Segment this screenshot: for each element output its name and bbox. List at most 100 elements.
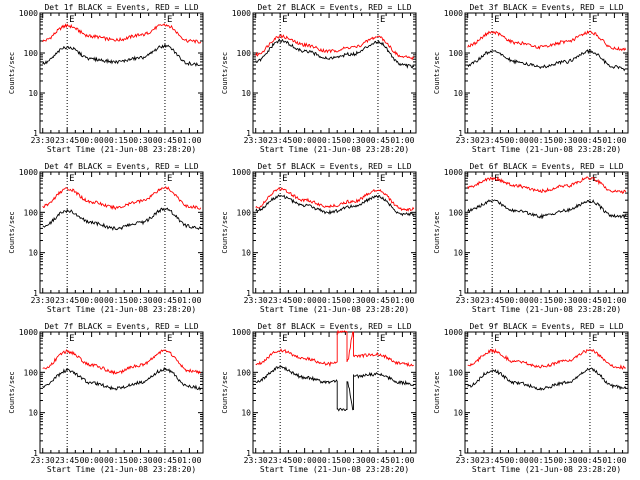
chart-title: Det 8f BLACK = Events, RED = LLD bbox=[257, 322, 411, 331]
event-marker-label: E bbox=[167, 174, 172, 184]
lld-series-line bbox=[467, 30, 627, 52]
x-axis-title: Start Time (21-Jun-08 23:28:20) bbox=[47, 305, 196, 314]
x-tick-label: 00:45 bbox=[578, 136, 602, 145]
events-series-line bbox=[467, 367, 627, 391]
events-series-line bbox=[42, 207, 202, 231]
x-tick-label: 00:30 bbox=[553, 136, 577, 145]
x-axis-title: Start Time (21-Jun-08 23:28:20) bbox=[472, 465, 621, 474]
y-axis-title: Counts/sec bbox=[221, 52, 229, 94]
y-tick-label: 10 bbox=[28, 89, 38, 98]
x-tick-label: 23:30 bbox=[244, 456, 268, 465]
lld-series-line bbox=[42, 23, 202, 45]
x-tick-label: 00:00 bbox=[80, 456, 104, 465]
y-tick-label: 1000 bbox=[232, 328, 251, 337]
chart-title: Det 3f BLACK = Events, RED = LLD bbox=[469, 3, 623, 12]
x-tick-label: 23:45 bbox=[55, 296, 79, 305]
y-tick-label: 100 bbox=[237, 208, 252, 217]
x-tick-label: 23:30 bbox=[31, 296, 55, 305]
y-tick-label: 100 bbox=[449, 49, 464, 58]
x-tick-label: 00:15 bbox=[529, 456, 553, 465]
x-tick-label: 23:45 bbox=[268, 296, 292, 305]
y-tick-label: 1000 bbox=[444, 328, 463, 337]
event-marker-label: E bbox=[380, 174, 385, 184]
x-tick-label: 00:45 bbox=[153, 296, 177, 305]
event-marker-label: E bbox=[167, 334, 172, 344]
chart-title: Det 1f BLACK = Events, RED = LLD bbox=[44, 3, 198, 12]
x-tick-label: 00:30 bbox=[341, 456, 365, 465]
y-axis-title: Counts/sec bbox=[8, 371, 16, 413]
x-tick-label: 00:00 bbox=[505, 456, 529, 465]
x-tick-label: 23:45 bbox=[55, 456, 79, 465]
chart-panel-5: Det 5f BLACK = Events, RED = LLD 1 10 100 10… bbox=[221, 162, 417, 314]
event-marker-label: E bbox=[592, 15, 597, 25]
x-tick-label: 00:00 bbox=[293, 456, 317, 465]
chart-title: Det 6f BLACK = Events, RED = LLD bbox=[469, 162, 623, 171]
x-tick-label: 00:30 bbox=[128, 136, 152, 145]
y-tick-label: 100 bbox=[24, 49, 39, 58]
event-marker-label: E bbox=[494, 334, 499, 344]
event-marker-label: E bbox=[69, 174, 74, 184]
x-tick-label: 00:15 bbox=[104, 456, 128, 465]
y-tick-label: 1 bbox=[246, 129, 251, 138]
x-tick-label: 01:00 bbox=[390, 456, 414, 465]
events-series-line bbox=[255, 194, 415, 217]
y-tick-label: 100 bbox=[237, 49, 252, 58]
x-tick-label: 00:00 bbox=[293, 136, 317, 145]
x-tick-label: 00:30 bbox=[553, 296, 577, 305]
x-tick-label: 00:45 bbox=[366, 136, 390, 145]
x-tick-label: 00:15 bbox=[317, 136, 341, 145]
x-axis-title: Start Time (21-Jun-08 23:28:20) bbox=[47, 145, 196, 154]
events-series-line bbox=[467, 199, 627, 220]
y-tick-label: 1 bbox=[458, 289, 463, 298]
event-marker-label: E bbox=[592, 334, 597, 344]
y-axis-title: Counts/sec bbox=[221, 371, 229, 413]
x-tick-label: 01:00 bbox=[602, 136, 626, 145]
x-tick-label: 00:00 bbox=[80, 136, 104, 145]
x-tick-label: 00:30 bbox=[341, 136, 365, 145]
events-series-line bbox=[42, 366, 202, 391]
chart-title: Det 4f BLACK = Events, RED = LLD bbox=[44, 162, 198, 171]
y-tick-label: 1 bbox=[246, 289, 251, 298]
chart-title: Det 5f BLACK = Events, RED = LLD bbox=[257, 162, 411, 171]
y-axis-title: Counts/sec bbox=[8, 52, 16, 94]
plot-frame bbox=[252, 331, 417, 454]
lld-series-line bbox=[467, 348, 627, 370]
y-axis-title: Counts/sec bbox=[433, 371, 441, 413]
x-tick-label: 01:00 bbox=[177, 296, 201, 305]
chart-panel-6: Det 6f BLACK = Events, RED = LLD 1 10 100 10… bbox=[433, 162, 629, 314]
lld-series-line bbox=[42, 349, 202, 376]
y-tick-label: 1 bbox=[33, 289, 38, 298]
x-tick-label: 00:30 bbox=[341, 296, 365, 305]
x-tick-label: 00:00 bbox=[505, 296, 529, 305]
events-series-line bbox=[467, 48, 626, 72]
x-axis-title: Start Time (21-Jun-08 23:28:20) bbox=[472, 305, 621, 314]
event-marker-label: E bbox=[282, 334, 287, 344]
plot-frame bbox=[252, 12, 417, 134]
x-tick-label: 00:45 bbox=[366, 296, 390, 305]
y-tick-label: 1000 bbox=[232, 168, 251, 177]
x-tick-label: 00:45 bbox=[153, 456, 177, 465]
events-series-line bbox=[255, 365, 415, 412]
y-tick-label: 1 bbox=[33, 129, 38, 138]
x-axis-title: Start Time (21-Jun-08 23:28:20) bbox=[260, 145, 409, 154]
plot-frame bbox=[464, 12, 629, 134]
x-tick-label: 01:00 bbox=[177, 136, 201, 145]
x-tick-label: 23:45 bbox=[55, 136, 79, 145]
event-marker-label: E bbox=[380, 334, 385, 344]
x-tick-label: 01:00 bbox=[602, 456, 626, 465]
y-tick-label: 1 bbox=[458, 449, 463, 458]
event-marker-label: E bbox=[69, 15, 74, 25]
x-tick-label: 23:30 bbox=[244, 136, 268, 145]
event-marker-label: E bbox=[380, 15, 385, 25]
event-marker-label: E bbox=[282, 15, 287, 25]
y-tick-label: 10 bbox=[28, 409, 38, 418]
y-tick-label: 1 bbox=[33, 449, 38, 458]
y-tick-label: 100 bbox=[24, 368, 39, 377]
y-tick-label: 10 bbox=[28, 249, 38, 258]
chart-title: Det 2f BLACK = Events, RED = LLD bbox=[257, 3, 411, 12]
lld-series-line bbox=[467, 176, 627, 195]
lld-series-line bbox=[255, 329, 414, 368]
y-tick-label: 1 bbox=[246, 449, 251, 458]
x-tick-label: 23:45 bbox=[480, 136, 504, 145]
x-axis-title: Start Time (21-Jun-08 23:28:20) bbox=[47, 465, 196, 474]
